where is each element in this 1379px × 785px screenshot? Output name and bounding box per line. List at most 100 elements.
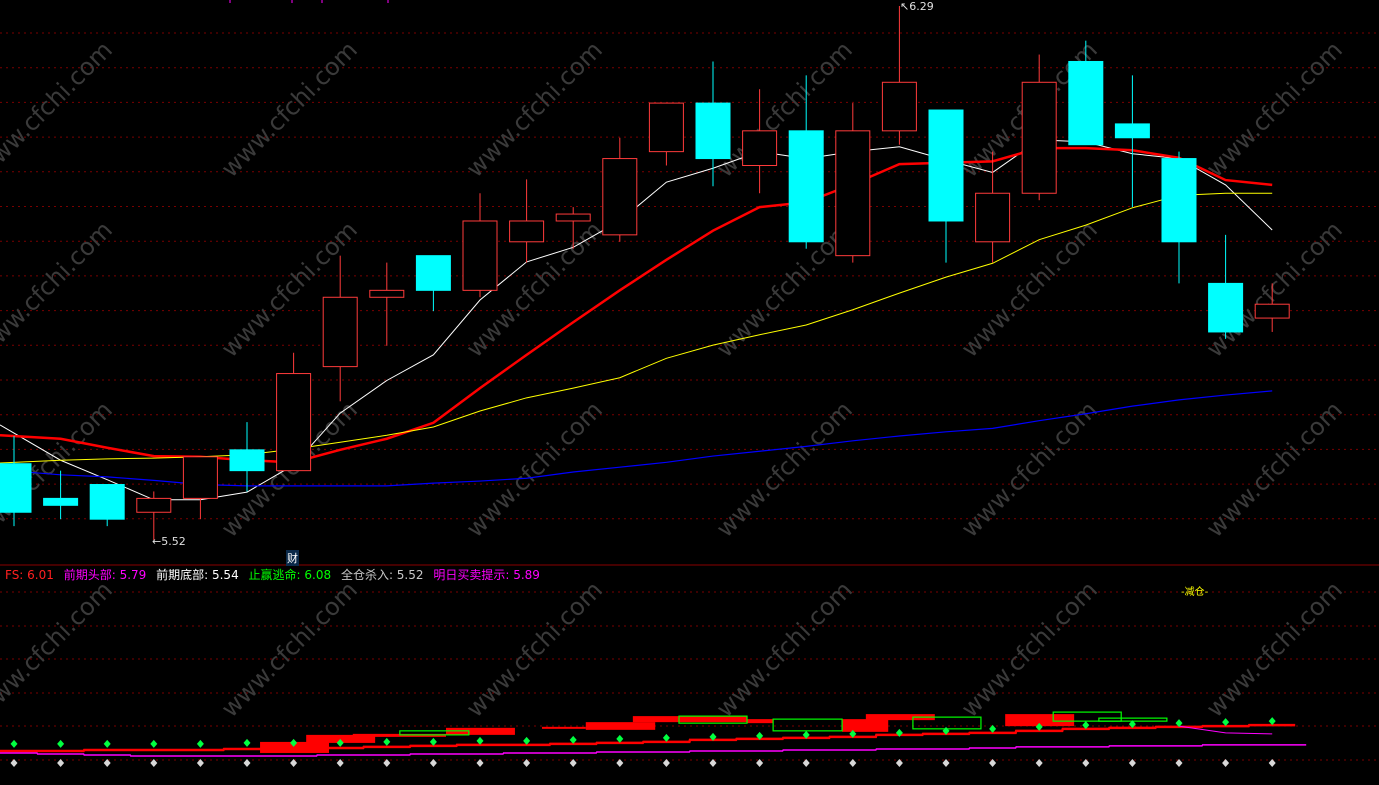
legend-full-buy: 全仓杀入: 5.52 xyxy=(340,568,424,582)
candle-body xyxy=(322,296,358,368)
candle xyxy=(742,89,778,194)
legend-fs: FS: 6.01 xyxy=(5,568,54,582)
white-diamond-icon xyxy=(150,759,158,767)
candle xyxy=(276,352,312,472)
low-price-value: 5.52 xyxy=(161,535,186,548)
candles xyxy=(0,6,1290,540)
green-diamond-icon xyxy=(103,739,111,748)
white-diamond-icon xyxy=(849,759,857,767)
candle-body xyxy=(415,255,451,291)
indicator-panel xyxy=(0,711,1307,767)
candle xyxy=(835,103,871,263)
magenta-step-line xyxy=(0,744,1307,757)
white-diamond-icon xyxy=(336,759,344,767)
signal-label: -减仓- xyxy=(1181,587,1209,598)
candle-body xyxy=(89,484,125,520)
candle-body xyxy=(1068,60,1104,146)
candle-body xyxy=(43,497,79,506)
green-diamond-icon xyxy=(1082,721,1090,730)
white-diamond-icon xyxy=(662,759,670,767)
candle-body xyxy=(229,449,265,472)
candle-body xyxy=(509,220,545,243)
white-diamond-icon xyxy=(802,759,810,767)
candle xyxy=(1161,151,1197,284)
finance-marker[interactable]: 财 xyxy=(286,550,299,566)
watermark-text: www.cfchi.com xyxy=(956,396,1103,543)
white-diamond-icon xyxy=(57,759,65,767)
white-diamond-icon xyxy=(895,759,903,767)
green-diamond-icon xyxy=(57,739,65,748)
green-box xyxy=(678,715,748,724)
white-diamond-icon xyxy=(523,759,531,767)
white-diamond-icon xyxy=(709,759,717,767)
red-block xyxy=(585,722,656,730)
red-block xyxy=(541,726,586,729)
watermark-text: www.cfchi.com xyxy=(461,396,608,543)
green-box xyxy=(772,718,843,732)
candle-body xyxy=(695,102,731,160)
red-block xyxy=(306,734,376,743)
candle-body xyxy=(136,497,172,513)
green-diamond-icon xyxy=(243,738,251,747)
green-diamond-icon xyxy=(1035,722,1043,731)
candle xyxy=(136,491,172,540)
ma-line-ma_mid xyxy=(0,146,1273,464)
green-diamond-icon xyxy=(1222,718,1230,727)
candle xyxy=(1254,283,1290,332)
candle xyxy=(881,6,917,145)
white-diamond-icon xyxy=(243,759,251,767)
legend-take-profit: 止赢逃命: 6.08 xyxy=(248,568,332,582)
indicator-legend: FS: 6.01 前期头部: 5.79 前期底部: 5.54 止赢逃命: 6.0… xyxy=(5,566,546,583)
candle xyxy=(89,484,125,527)
watermark-text: www.cfchi.com xyxy=(0,36,118,183)
watermark-text: www.cfchi.com xyxy=(461,36,608,183)
candle-body xyxy=(182,456,218,499)
green-diamond-icon xyxy=(802,730,810,739)
white-diamond-icon xyxy=(383,759,391,767)
watermark-text: www.cfchi.com xyxy=(711,396,858,543)
candle xyxy=(462,193,498,298)
green-diamond-icon xyxy=(196,739,204,748)
green-diamond-icon xyxy=(616,734,624,743)
watermark-text: www.cfchi.com xyxy=(0,216,118,363)
candle xyxy=(788,75,824,249)
green-diamond-icon xyxy=(662,733,670,742)
candle xyxy=(43,470,79,520)
watermark-text: www.cfchi.com xyxy=(216,576,363,723)
white-diamond-icon xyxy=(616,759,624,767)
candle xyxy=(1208,234,1244,339)
watermark-text: www.cfchi.com xyxy=(0,576,118,723)
high-price-label: ↖6.29 xyxy=(900,0,934,13)
red-block xyxy=(260,741,330,753)
white-diamond-icon xyxy=(942,759,950,767)
red-block xyxy=(632,716,748,723)
green-diamond-icon xyxy=(476,736,484,745)
candle xyxy=(229,422,265,492)
green-box xyxy=(399,730,470,736)
candle-body xyxy=(975,192,1011,243)
candle-body xyxy=(1254,303,1290,319)
green-diamond-icon xyxy=(523,736,531,745)
candle xyxy=(322,255,358,402)
green-diamond-icon xyxy=(1268,717,1276,726)
green-diamond-icon xyxy=(989,724,997,733)
candle-body xyxy=(369,289,405,298)
white-diamond-icon xyxy=(1175,759,1183,767)
candle xyxy=(369,262,405,346)
green-diamond-icon xyxy=(429,737,437,746)
candle xyxy=(928,109,964,263)
green-diamond-icon xyxy=(942,726,950,735)
green-diamond-icon xyxy=(895,728,903,737)
green-diamond-icon xyxy=(290,738,298,747)
candle-body xyxy=(462,220,498,291)
candle-body xyxy=(928,109,964,222)
white-diamond-icon xyxy=(10,759,18,767)
watermark-text: www.cfchi.com xyxy=(711,576,858,723)
candle-body xyxy=(835,130,871,257)
white-diamond-icon xyxy=(103,759,111,767)
green-diamond-icon xyxy=(150,739,158,748)
white-diamond-icon xyxy=(476,759,484,767)
red-block xyxy=(865,714,935,721)
green-diamond-icon xyxy=(1175,719,1183,728)
